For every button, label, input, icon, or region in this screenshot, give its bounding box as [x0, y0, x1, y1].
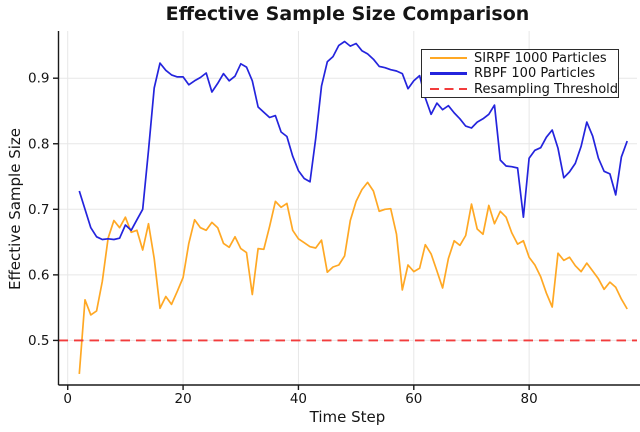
chart-title: Effective Sample Size Comparison	[165, 3, 530, 25]
y-tick-label: 0.8	[28, 136, 49, 152]
legend-line-sample-threshold	[430, 87, 467, 91]
x-tick-label: 20	[174, 391, 191, 407]
x-tick-label: 40	[290, 391, 307, 407]
x-tick-label: 60	[405, 391, 422, 407]
legend-label: SIRPF 1000 Particles	[474, 50, 607, 66]
series-line-sirpf	[78, 181, 628, 374]
legend-label: Resampling Threshold	[474, 81, 619, 97]
legend-label: RBPF 100 Particles	[474, 66, 596, 81]
legend-line-sample-sirpf	[430, 56, 467, 60]
y-tick-label: 0.5	[28, 333, 49, 349]
y-tick-label: 0.6	[28, 267, 49, 283]
y-tick-label: 0.9	[28, 71, 49, 87]
legend-line-sample-rbpf	[430, 72, 467, 75]
legend-item: SIRPF 1000 Particles	[422, 51, 618, 66]
legend: SIRPF 1000 Particles RBPF 100 Particles …	[421, 49, 619, 98]
x-tick-label: 0	[63, 391, 72, 407]
series-line-rbpf	[78, 40, 628, 241]
y-tick-label: 0.7	[28, 202, 49, 218]
x-axis-label: Time Step	[309, 408, 386, 426]
legend-item: RBPF 100 Particles	[422, 66, 618, 81]
x-tick-label: 80	[521, 391, 538, 407]
legend-item: Resampling Threshold	[422, 82, 618, 97]
